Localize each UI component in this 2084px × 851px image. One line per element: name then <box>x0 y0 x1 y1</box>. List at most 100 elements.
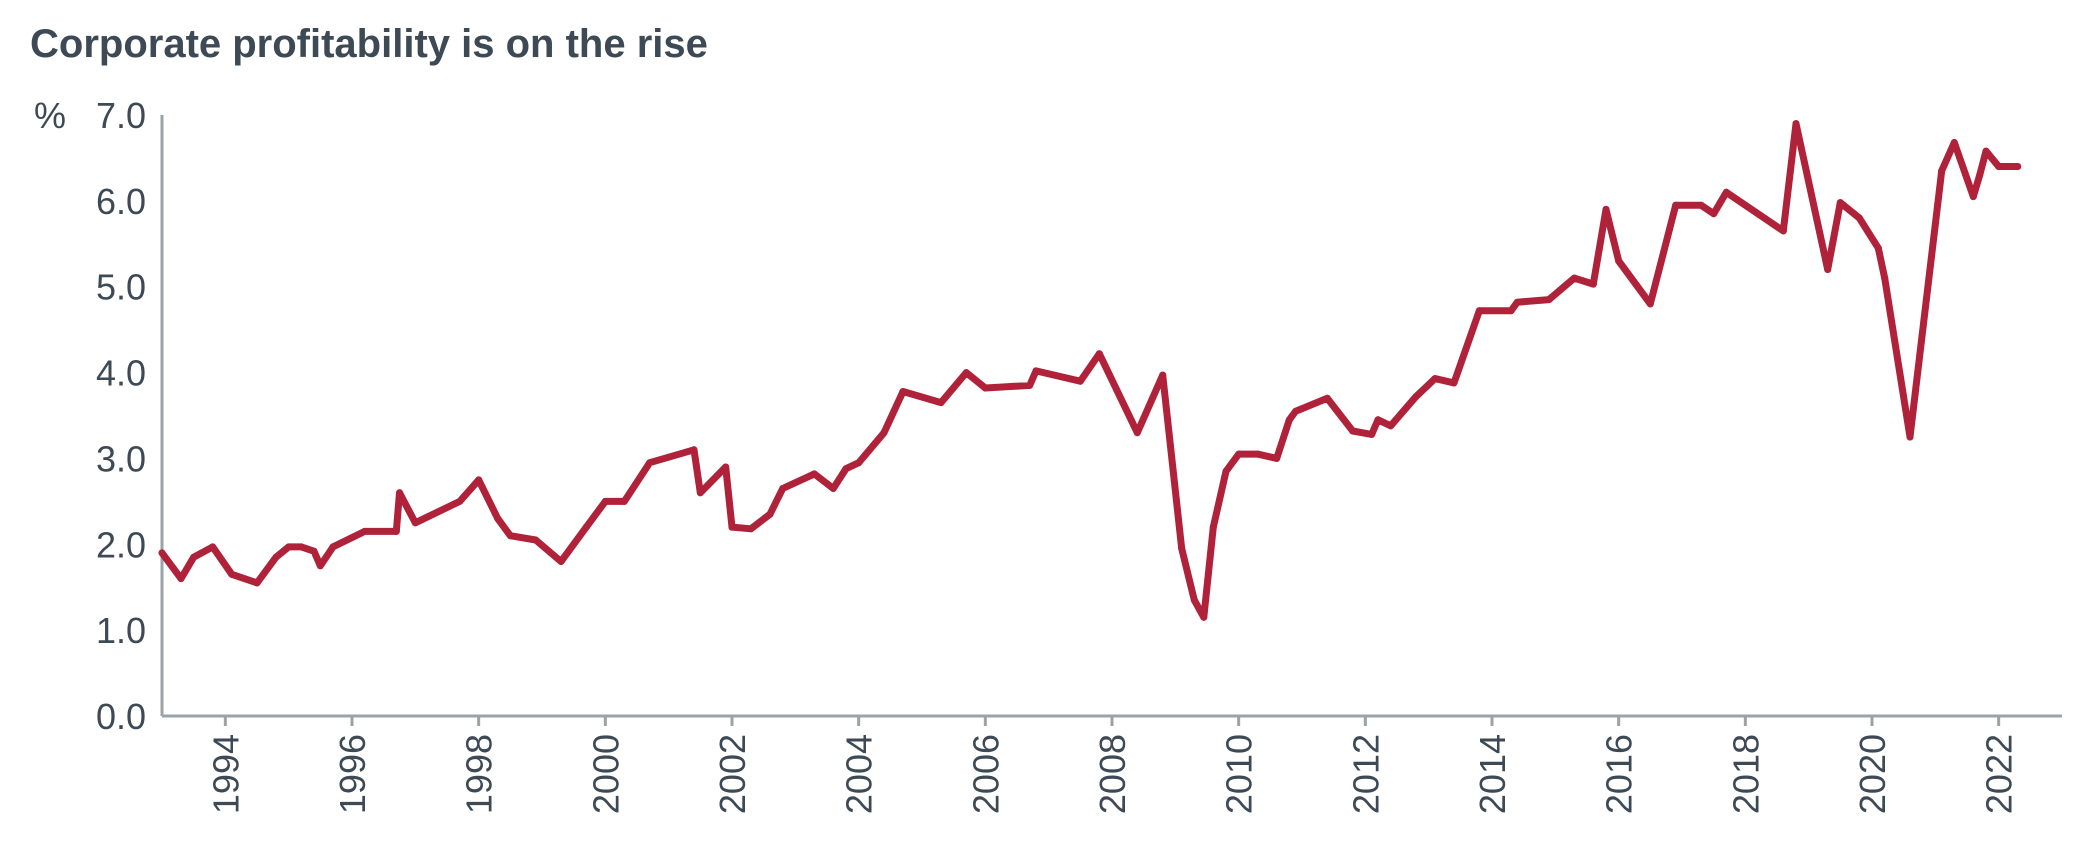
y-tick-label: 5.0 <box>96 267 146 308</box>
data-point <box>361 527 369 535</box>
data-point <box>557 558 565 565</box>
y-tick-label: 7.0 <box>96 95 146 136</box>
data-point <box>1368 430 1376 438</box>
data-point <box>2014 163 2022 170</box>
data-point <box>310 547 318 555</box>
data-point <box>620 497 628 505</box>
data-point <box>316 562 324 570</box>
data-point <box>1475 307 1483 315</box>
y-tick-label: 3.0 <box>96 438 146 479</box>
y-ticks: 0.0 1.0 2.0 3.0 4.0 5.0 6.0 7.0 <box>96 95 146 737</box>
data-point <box>494 515 502 522</box>
y-tick-label: 6.0 <box>96 181 146 222</box>
data-point <box>1722 188 1730 196</box>
data-point <box>696 489 704 497</box>
x-tick-label: 2000 <box>585 734 626 814</box>
data-point <box>722 463 730 471</box>
data-point <box>1646 300 1654 308</box>
data-point <box>506 532 514 540</box>
y-tick-label: 4.0 <box>96 353 146 394</box>
data-point <box>297 543 305 551</box>
data-point <box>1779 227 1787 235</box>
x-tick-label: 2018 <box>1725 734 1766 814</box>
data-point <box>177 575 185 583</box>
data-point <box>253 579 261 587</box>
data-point <box>329 543 337 551</box>
data-point <box>1874 244 1882 252</box>
data-point <box>209 543 217 551</box>
data-point <box>1292 407 1300 415</box>
data-point <box>1792 120 1800 128</box>
x-tick-label: 2002 <box>712 734 753 814</box>
data-point <box>1285 416 1293 424</box>
data-point <box>1881 274 1889 282</box>
data-point <box>285 543 293 551</box>
x-tick-label: 2020 <box>1852 734 1893 814</box>
data-point <box>779 485 787 492</box>
data-point <box>937 399 945 407</box>
data-point <box>228 570 236 578</box>
data-point <box>1076 377 1084 385</box>
data-point <box>1602 205 1610 213</box>
data-point <box>1995 163 2003 170</box>
data-point <box>646 459 654 467</box>
data-point <box>1349 427 1357 435</box>
data-point <box>747 525 755 533</box>
data-point <box>1159 371 1167 379</box>
data-point <box>1431 375 1439 383</box>
data-point <box>190 553 198 561</box>
data-point <box>1387 422 1395 430</box>
data-point <box>981 384 989 392</box>
x-tick-label: 1998 <box>459 734 500 814</box>
data-point <box>899 388 907 395</box>
data-point <box>1273 454 1281 462</box>
data-point <box>475 476 483 484</box>
data-point <box>1950 139 1958 146</box>
data-point <box>1222 467 1230 475</box>
x-ticks: 1994 1996 1998 2000 2002 2004 2006 2008 2010 2012… <box>205 716 2020 814</box>
data-point <box>392 527 400 535</box>
data-point <box>532 536 540 544</box>
data-point <box>1824 266 1832 273</box>
x-tick-label: 2006 <box>965 734 1006 814</box>
y-tick-label: 0.0 <box>96 696 146 737</box>
data-point <box>1938 167 1946 175</box>
x-tick-label: 2016 <box>1599 734 1640 814</box>
data-point <box>1855 214 1863 222</box>
data-point <box>766 510 774 518</box>
data-point <box>1190 596 1198 604</box>
data-point <box>690 446 698 454</box>
data-point <box>1697 201 1705 209</box>
data-point <box>456 497 464 505</box>
data-point <box>1200 613 1208 621</box>
x-tick-label: 2014 <box>1472 734 1513 814</box>
data-point <box>582 523 590 531</box>
data-point <box>1133 429 1141 437</box>
chart-title: Corporate profitability is on the rise <box>30 22 708 66</box>
data-point <box>1672 201 1680 209</box>
data-point <box>1982 147 1990 155</box>
data-point <box>1450 379 1458 387</box>
data-point <box>1615 257 1623 265</box>
x-tick-label: 1994 <box>205 734 246 814</box>
data-point <box>962 369 970 377</box>
data-point <box>1374 416 1382 424</box>
data-point <box>1906 433 1914 441</box>
data-point <box>728 523 736 531</box>
data-point <box>810 470 818 478</box>
y-tick-label: 1.0 <box>96 610 146 651</box>
data-point <box>855 459 863 467</box>
data-point <box>1513 298 1521 306</box>
data-point <box>842 465 850 473</box>
data-point <box>1545 296 1553 304</box>
data-point <box>1254 450 1262 458</box>
data-point <box>1323 394 1331 402</box>
data-points <box>158 120 2022 621</box>
data-point <box>1412 393 1420 401</box>
series-line <box>158 120 2022 621</box>
data-point <box>272 553 280 561</box>
x-tick-label: 2004 <box>839 734 880 814</box>
data-point <box>1032 367 1040 375</box>
data-point <box>1710 210 1718 218</box>
